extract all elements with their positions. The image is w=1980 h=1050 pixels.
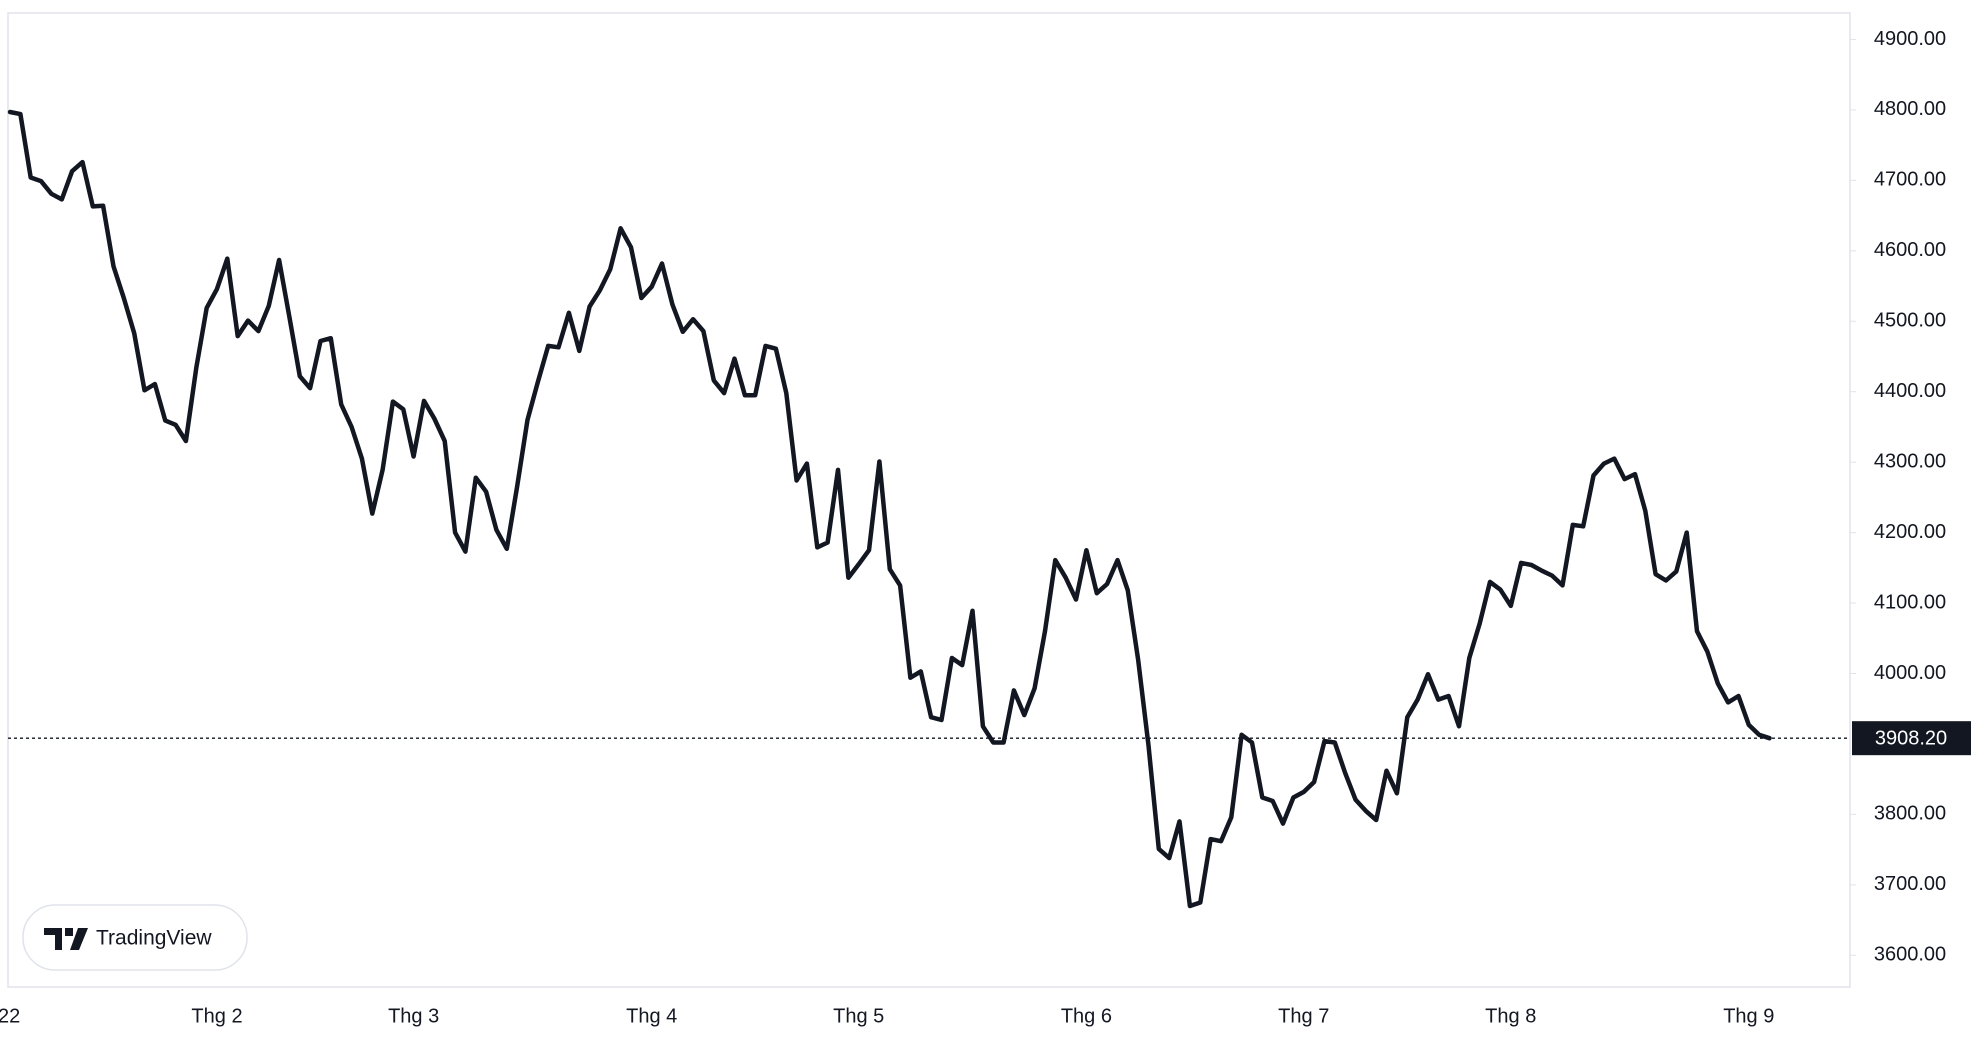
x-tick-label: Thg 9 (1723, 1005, 1774, 1027)
y-tick-label: 4400.00 (1874, 380, 1946, 402)
x-tick-label: Thg 3 (388, 1005, 439, 1027)
last-price-label: 3908.20 (1875, 727, 1947, 749)
y-tick-label: 4800.00 (1874, 98, 1946, 120)
last-price-box (1852, 721, 1971, 756)
y-tick-label: 4300.00 (1874, 450, 1946, 472)
x-tick-label: Thg 8 (1485, 1005, 1536, 1027)
y-tick-label: 4500.00 (1874, 310, 1946, 332)
y-tick-label: 3700.00 (1874, 873, 1946, 895)
x-tick-label: Thg 5 (833, 1005, 884, 1027)
y-tick-label: 4100.00 (1874, 591, 1946, 613)
y-tick-label: 3600.00 (1874, 944, 1946, 966)
watermark-text: TradingView (96, 927, 212, 950)
plot-border (7, 12, 1851, 988)
y-tick-label: 4900.00 (1874, 28, 1946, 50)
y-tick-label: 4000.00 (1874, 662, 1946, 684)
watermark[interactable]: TradingView (22, 904, 248, 971)
price-line-series (7, 109, 1772, 909)
x-tick-label: Thg 4 (626, 1005, 677, 1027)
x-tick-label: 2022 (0, 1005, 20, 1027)
watermark-logo (44, 928, 88, 950)
x-tick-label: Thg 7 (1278, 1005, 1329, 1027)
y-tick-label: 4700.00 (1874, 169, 1946, 191)
y-tick-label: 4200.00 (1874, 521, 1946, 543)
watermark-box[interactable] (22, 904, 248, 971)
y-tick-label: 3800.00 (1874, 803, 1946, 825)
x-tick-label: Thg 6 (1061, 1005, 1112, 1027)
x-tick-label: Thg 2 (191, 1005, 242, 1027)
y-tick-label: 4600.00 (1874, 239, 1946, 261)
